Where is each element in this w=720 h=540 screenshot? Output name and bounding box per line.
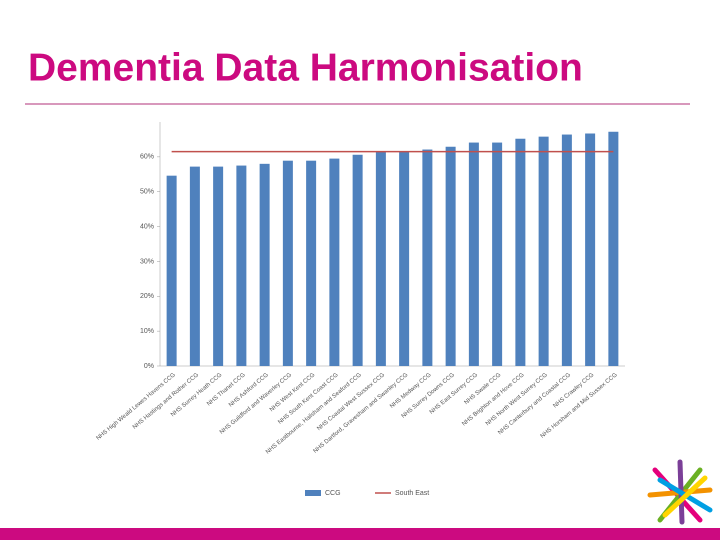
x-tick-label: NHS Ashford CCG xyxy=(228,372,270,409)
bar xyxy=(259,163,270,366)
bar xyxy=(608,131,619,366)
bar xyxy=(213,166,224,366)
footer-bar xyxy=(0,528,720,540)
y-tick-label: 60% xyxy=(140,154,154,161)
x-tick-label: NHS High Weald Lewes Havens CCG xyxy=(95,372,177,442)
y-tick-label: 10% xyxy=(140,328,154,335)
bar xyxy=(515,138,526,366)
y-tick-label: 20% xyxy=(140,293,154,300)
bar xyxy=(282,160,293,366)
y-tick-label: 40% xyxy=(140,223,154,230)
bar xyxy=(189,166,200,366)
bar xyxy=(561,134,572,366)
slide-title: Dementia Data Harmonisation xyxy=(28,46,583,89)
bar xyxy=(585,133,596,366)
y-tick-label: 50% xyxy=(140,189,154,196)
bar xyxy=(492,142,503,366)
bar xyxy=(445,146,456,366)
legend-label: CCG xyxy=(325,490,341,497)
bar xyxy=(236,165,247,366)
bar xyxy=(166,175,177,366)
bar xyxy=(352,154,363,366)
bar xyxy=(538,136,549,366)
bar xyxy=(422,149,433,366)
bar xyxy=(329,158,340,366)
bar xyxy=(306,160,317,366)
y-tick-label: 30% xyxy=(140,258,154,265)
bar xyxy=(375,151,386,366)
legend-label: South East xyxy=(395,490,429,497)
bar xyxy=(468,142,479,366)
x-tick-label: NHS Medway CCG xyxy=(389,372,433,410)
logo xyxy=(647,459,713,525)
legend-swatch xyxy=(305,490,321,496)
x-tick-label: NHS Crawley CCG xyxy=(552,372,595,410)
y-tick-label: 0% xyxy=(144,363,154,370)
bar xyxy=(399,151,410,366)
